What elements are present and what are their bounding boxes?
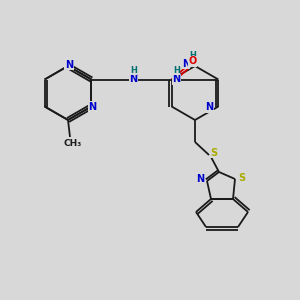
Text: N: N xyxy=(88,101,96,112)
Text: N: N xyxy=(172,74,181,85)
Text: N: N xyxy=(205,103,213,112)
Text: H: H xyxy=(130,66,137,75)
Text: H: H xyxy=(173,66,180,75)
Text: N: N xyxy=(182,59,190,69)
Text: S: S xyxy=(238,173,246,183)
Text: S: S xyxy=(210,148,218,158)
Text: H: H xyxy=(190,52,196,61)
Text: CH₃: CH₃ xyxy=(64,140,82,148)
Text: N: N xyxy=(129,74,137,85)
Text: N: N xyxy=(65,60,73,70)
Text: N: N xyxy=(196,174,204,184)
Text: O: O xyxy=(188,56,197,67)
